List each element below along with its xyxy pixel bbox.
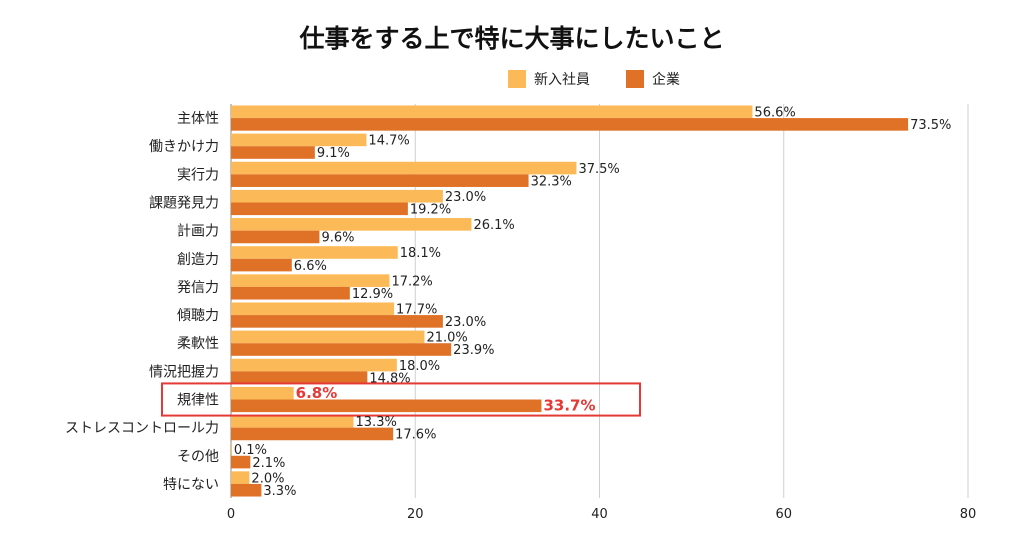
x-tick-label: 20 (407, 507, 424, 522)
category-label: 特にない (163, 477, 219, 493)
value-label: 2.1% (252, 456, 285, 471)
value-label: 21.0% (426, 331, 467, 346)
category-label: 発信力 (177, 280, 219, 296)
bar (231, 258, 292, 272)
bar (231, 455, 251, 469)
value-label: 56.6% (754, 105, 795, 120)
bar (231, 161, 577, 175)
value-label: 23.0% (445, 190, 486, 205)
chart-title: 仕事をする上で特に大事にしたいこと (298, 24, 724, 53)
value-label: 32.3% (531, 174, 572, 189)
bar (231, 230, 320, 244)
bar (231, 386, 294, 400)
value-label: 0.1% (234, 443, 267, 458)
value-label: 23.9% (453, 343, 494, 358)
bar (231, 218, 472, 231)
category-label: 情況把握力 (149, 364, 219, 380)
category-label: 規律性 (177, 393, 219, 409)
bar (231, 371, 368, 384)
legend-label: 新入社員 (534, 72, 590, 88)
category-label: 主体性 (177, 111, 219, 127)
value-label: 2.0% (251, 471, 284, 486)
x-tick-label: 0 (227, 507, 235, 522)
value-label: 6.8% (296, 384, 338, 402)
legend-swatch (508, 70, 526, 88)
highlight-box (161, 382, 641, 417)
bar (231, 315, 443, 328)
value-label: 26.1% (473, 218, 514, 233)
x-tick-label: 40 (591, 507, 608, 522)
x-tick-label: 60 (775, 507, 792, 522)
bars (231, 105, 909, 497)
category-label: その他 (177, 449, 219, 465)
value-label: 9.6% (321, 231, 354, 246)
value-label: 23.0% (445, 315, 486, 330)
bar (231, 471, 250, 484)
category-label: 働きかけ力 (149, 139, 219, 155)
category-label: 実行力 (177, 167, 219, 183)
value-label: 14.7% (368, 134, 409, 149)
category-label: ストレスコントロール力 (65, 421, 219, 437)
bar (231, 427, 394, 441)
legend-label: 企業 (652, 71, 680, 88)
bar (231, 483, 262, 497)
value-label: 9.1% (317, 146, 350, 161)
bar (231, 274, 390, 287)
bar (231, 443, 232, 456)
value-label: 18.0% (399, 359, 440, 374)
category-label: 創造力 (177, 252, 219, 268)
bar (231, 189, 443, 203)
legend: 新入社員 企業 (508, 70, 680, 88)
value-label: 12.9% (352, 287, 393, 302)
x-axis: 0 20 40 60 80 (227, 507, 976, 522)
category-label: 柔軟性 (177, 336, 219, 352)
value-label: 33.7% (543, 397, 595, 415)
labels: 主体性 56.6% 73.5% 働きかけ力 14.7% 9.1% 実行力 37.5% 32.3%… (65, 105, 951, 498)
value-label: 19.2% (410, 203, 451, 218)
bar (231, 415, 354, 428)
category-label: 計画力 (177, 224, 219, 240)
bar (231, 343, 452, 356)
bar (231, 302, 395, 316)
value-label: 17.6% (395, 428, 436, 443)
bar (231, 118, 909, 131)
value-label: 17.2% (391, 274, 432, 289)
value-label: 3.3% (263, 484, 296, 499)
bar (231, 286, 350, 300)
value-label: 37.5% (578, 162, 619, 177)
value-label: 17.7% (396, 302, 437, 317)
bar (231, 330, 425, 344)
bar (231, 146, 315, 159)
value-label: 6.6% (294, 259, 327, 274)
bar (231, 202, 408, 216)
category-label: 課題発見力 (149, 196, 219, 212)
bar (231, 358, 397, 372)
bar (231, 105, 753, 119)
bar (231, 399, 542, 413)
bar (231, 174, 529, 187)
value-label: 73.5% (910, 118, 951, 133)
legend-swatch (626, 70, 644, 88)
category-label: 傾聴力 (177, 308, 219, 324)
value-label: 13.3% (356, 415, 397, 430)
value-label: 18.1% (400, 246, 441, 261)
x-tick-label: 80 (960, 507, 977, 522)
bar (231, 246, 398, 259)
bar (231, 133, 367, 147)
